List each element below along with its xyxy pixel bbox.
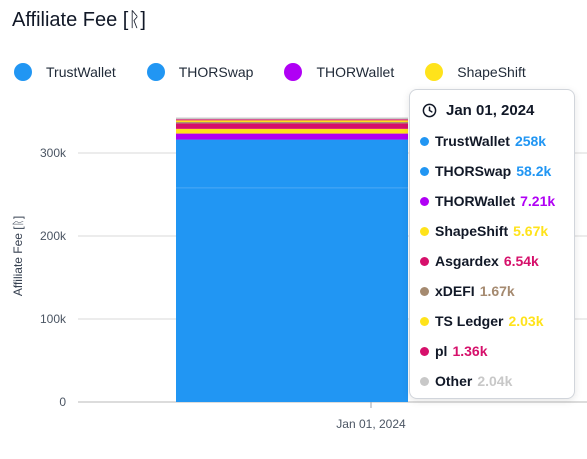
tooltip-row: THORSwap 58.2k xyxy=(420,161,551,181)
tooltip-row: Other 2.04k xyxy=(420,371,512,391)
legend-label: ShapeShift xyxy=(457,64,526,80)
legend-dot-icon xyxy=(425,63,444,81)
tooltip-series-name: TS Ledger xyxy=(435,313,504,329)
tooltip-series-value: 2.03k xyxy=(508,313,544,329)
series-dot-icon xyxy=(420,346,429,356)
tooltip-row: ShapeShift 5.67k xyxy=(420,221,548,241)
legend-dot-icon xyxy=(284,63,303,81)
bar-segment-ts-ledger xyxy=(176,120,408,123)
tooltip-series-value: 1.36k xyxy=(452,343,488,359)
bar-segment-thorswap xyxy=(176,139,408,188)
tooltip-series-value: 1.67k xyxy=(479,283,515,299)
y-tick-label: 200k xyxy=(40,229,67,243)
legend-item-thorwallet[interactable]: THORWallet xyxy=(284,63,394,81)
legend-item-trustwallet[interactable]: TrustWallet xyxy=(14,63,116,81)
series-dot-icon xyxy=(420,376,429,386)
bar-segment-asgardex xyxy=(176,123,408,129)
tooltip-row: TrustWallet 258k xyxy=(420,131,546,151)
legend-label: THORWallet xyxy=(316,64,395,80)
tooltip-row: Asgardex 6.54k xyxy=(420,251,539,271)
bar-segment-trustwallet xyxy=(176,187,408,402)
y-tick-label: 300k xyxy=(40,146,67,160)
page-title: Affiliate Fee [ᚱ] xyxy=(12,9,146,31)
tooltip-series-value: 2.04k xyxy=(477,373,513,389)
tooltip-series-name: Asgardex xyxy=(435,253,499,269)
tooltip-row: THORWallet 7.21k xyxy=(420,191,555,211)
legend-label: THORSwap xyxy=(178,64,254,80)
tooltip-series-name: Other xyxy=(435,373,473,389)
tooltip-series-name: THORSwap xyxy=(435,163,512,179)
legend-label: TrustWallet xyxy=(46,64,116,80)
x-tick-label: Jan 01, 2024 xyxy=(336,417,406,431)
series-dot-icon xyxy=(420,316,429,326)
series-dot-icon xyxy=(420,136,429,146)
tooltip-series-name: xDEFI xyxy=(435,283,475,299)
tooltip-row: TS Ledger 2.03k xyxy=(420,311,544,331)
legend-item-shapeshift[interactable]: ShapeShift xyxy=(425,63,526,81)
bar-segment-pl xyxy=(176,119,408,121)
tooltip-date: Jan 01, 2024 xyxy=(446,101,535,119)
tooltip-header: Jan 01, 2024 xyxy=(422,100,534,120)
tooltip-series-value: 6.54k xyxy=(503,253,539,269)
bar-segment-thorwallet xyxy=(176,133,408,140)
bar-segment-xdefi xyxy=(176,122,408,124)
y-tick-label: 0 xyxy=(59,395,66,409)
chart-tooltip: Jan 01, 2024 TrustWallet 258k THORSwap 58.2… xyxy=(409,89,575,399)
legend-dot-icon xyxy=(146,63,165,81)
series-dot-icon xyxy=(420,166,429,176)
tooltip-row: pl 1.36k xyxy=(420,341,488,361)
tooltip-series-value: 5.67k xyxy=(513,223,549,239)
y-axis-label: Affiliate Fee [ᚱ] xyxy=(11,216,25,296)
tooltip-series-value: 58.2k xyxy=(516,163,552,179)
legend-dot-icon xyxy=(14,63,32,81)
series-dot-icon xyxy=(420,286,429,296)
bar-segment-shapeshift xyxy=(176,128,408,134)
tooltip-series-value: 258k xyxy=(514,133,547,149)
legend-item-thorswap[interactable]: THORSwap xyxy=(146,63,254,81)
chart-legend: TrustWallet THORSwap THORWallet ShapeShi… xyxy=(14,60,557,84)
series-dot-icon xyxy=(420,196,429,206)
bar-segment-other xyxy=(176,117,408,120)
tooltip-series-value: 7.21k xyxy=(520,193,556,209)
series-dot-icon xyxy=(420,226,429,236)
tooltip-series-name: ShapeShift xyxy=(435,223,509,239)
clock-icon xyxy=(422,103,437,118)
tooltip-row: xDEFI 1.67k xyxy=(420,281,515,301)
series-dot-icon xyxy=(420,256,429,266)
tooltip-series-name: pl xyxy=(435,343,448,359)
tooltip-series-name: TrustWallet xyxy=(435,133,510,149)
tooltip-series-name: THORWallet xyxy=(435,193,516,209)
y-tick-label: 100k xyxy=(40,312,67,326)
